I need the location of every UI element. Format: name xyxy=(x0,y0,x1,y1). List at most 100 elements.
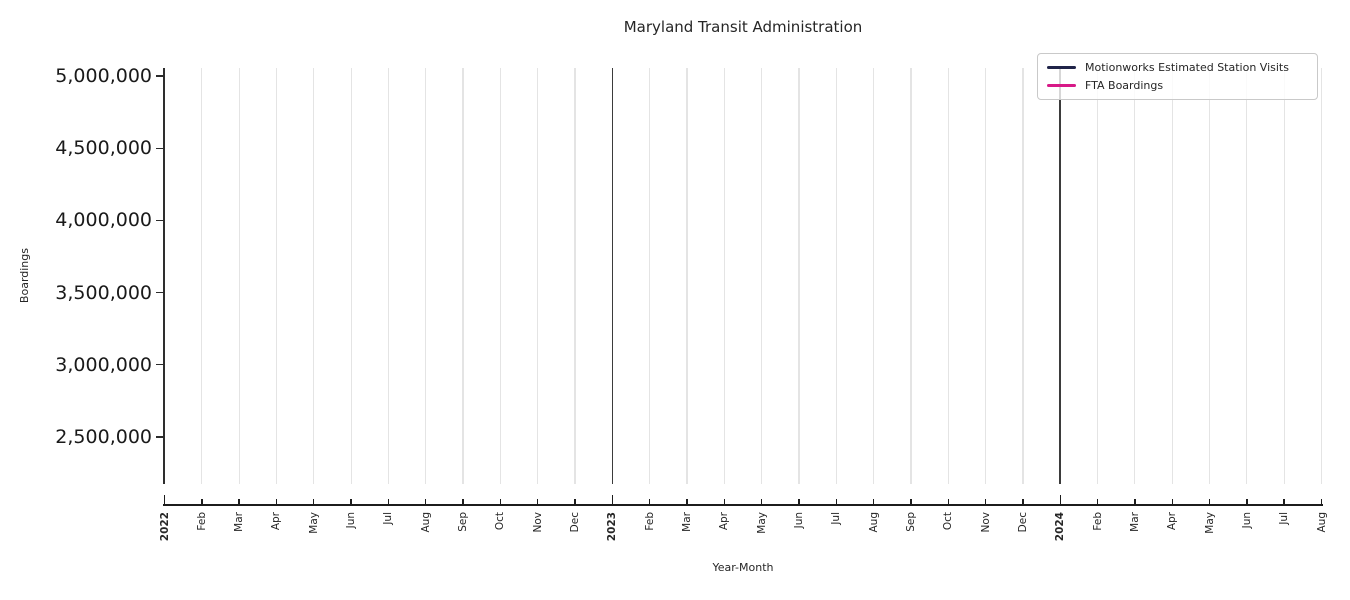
x-tick xyxy=(201,498,203,504)
x-tick-label: Sep xyxy=(457,512,470,532)
x-tick-label: Nov xyxy=(979,512,992,533)
y-axis-spine xyxy=(163,68,165,484)
gridline xyxy=(238,68,240,484)
x-tick xyxy=(1059,495,1061,504)
x-tick xyxy=(835,498,837,504)
gridline xyxy=(201,68,203,484)
x-tick-label: Jun xyxy=(792,512,805,529)
x-tick-label-wrap: Aug xyxy=(419,512,433,533)
x-tick-label: May xyxy=(755,512,768,534)
gridline xyxy=(1246,68,1248,484)
x-tick-label-wrap: May xyxy=(307,512,321,534)
x-tick-label: Sep xyxy=(904,512,917,532)
x-tick-label-wrap: Apr xyxy=(717,512,731,530)
x-tick xyxy=(686,498,688,504)
x-tick-label-wrap: Mar xyxy=(1128,512,1142,532)
x-tick xyxy=(499,498,502,504)
gridline xyxy=(462,68,464,484)
x-tick-label-wrap: Sep xyxy=(456,512,470,532)
x-tick-label-wrap: Nov xyxy=(979,512,993,533)
x-tick-label: May xyxy=(1203,512,1216,534)
x-tick-label-wrap: Dec xyxy=(1016,512,1030,532)
y-tick-label: 3,000,000 xyxy=(55,353,152,376)
x-tick xyxy=(1171,498,1173,504)
legend-item: FTA Boardings xyxy=(1047,79,1307,92)
x-tick-label: Mar xyxy=(681,512,694,532)
x-tick-label-wrap: Aug xyxy=(867,512,881,533)
x-tick xyxy=(387,498,390,504)
x-tick-label: Feb xyxy=(643,512,656,531)
x-tick-label-wrap: 2024 xyxy=(1053,512,1067,541)
x-tick-label: Oct xyxy=(494,512,507,531)
x-tick-label: Jun xyxy=(1240,512,1253,529)
x-tick xyxy=(537,498,539,504)
x-tick-label: Aug xyxy=(867,512,880,533)
x-tick-label: Mar xyxy=(233,512,246,532)
x-tick-label: Jul xyxy=(382,512,395,525)
x-tick xyxy=(1096,498,1099,504)
gridline xyxy=(275,68,278,484)
gridline xyxy=(873,68,875,484)
x-tick-label-wrap: Jun xyxy=(344,512,358,528)
x-tick xyxy=(1283,498,1285,504)
x-tick-label: Jul xyxy=(1278,512,1291,525)
x-tick-label: Apr xyxy=(718,512,731,531)
gridline xyxy=(798,68,800,484)
x-tick-label-wrap: Oct xyxy=(941,512,955,530)
x-tick-label: Feb xyxy=(195,512,208,531)
gridline xyxy=(1320,68,1323,484)
x-tick xyxy=(350,498,352,504)
x-tick-label-wrap: Mar xyxy=(680,512,694,532)
x-tick xyxy=(798,498,800,504)
x-tick-label: Apr xyxy=(270,512,283,531)
y-tick xyxy=(156,364,164,366)
x-tick-label: Jul xyxy=(830,512,843,525)
x-tick-label-year: 2023 xyxy=(606,512,619,542)
x-tick-label-wrap: Aug xyxy=(1315,512,1329,533)
x-tick-label-wrap: May xyxy=(1203,512,1217,534)
gridline xyxy=(686,68,688,484)
x-tick-label-wrap: Jul xyxy=(829,512,843,525)
y-tick-label: 4,500,000 xyxy=(55,137,152,160)
year-divider-line xyxy=(611,68,614,484)
gridline xyxy=(537,68,539,484)
x-tick-label-wrap: Apr xyxy=(1165,512,1179,530)
x-axis-label: Year-Month xyxy=(712,561,774,574)
y-axis-label-wrap: Boardings xyxy=(16,68,32,484)
gridline xyxy=(350,68,352,484)
x-tick xyxy=(574,498,576,504)
x-tick-label: Dec xyxy=(1016,512,1029,533)
x-tick xyxy=(425,498,427,504)
x-tick-label-wrap: Apr xyxy=(269,512,283,530)
x-tick-label-wrap: Jul xyxy=(381,512,395,525)
x-tick xyxy=(910,498,912,504)
x-tick-label: May xyxy=(307,512,320,534)
x-tick-label-wrap: Nov xyxy=(531,512,545,533)
x-tick xyxy=(872,498,875,504)
y-tick-label: 2,500,000 xyxy=(55,426,152,448)
x-tick-label: Jun xyxy=(345,512,358,529)
y-tick xyxy=(156,147,164,149)
x-tick-label-wrap: 2023 xyxy=(605,512,619,541)
legend-label: Motionworks Estimated Station Visits xyxy=(1085,61,1289,74)
x-tick-label-wrap: Sep xyxy=(904,512,918,532)
gridline xyxy=(761,68,763,484)
legend-label: FTA Boardings xyxy=(1085,79,1164,92)
y-tick xyxy=(156,291,164,294)
gridline xyxy=(1208,68,1211,484)
y-tick-label: 4,000,000 xyxy=(55,209,152,232)
x-tick xyxy=(611,495,614,504)
x-tick xyxy=(760,498,763,504)
y-tick-label: 5,000,000 xyxy=(55,65,152,87)
gridline xyxy=(499,68,501,484)
x-tick-label-wrap: 2022 xyxy=(158,512,172,541)
x-tick-label: Apr xyxy=(1166,512,1179,531)
x-tick xyxy=(1022,498,1024,504)
x-tick xyxy=(1246,498,1248,504)
x-tick-label-year: 2022 xyxy=(158,512,171,542)
x-tick xyxy=(984,498,987,504)
gridline xyxy=(984,68,987,484)
y-tick xyxy=(156,219,164,222)
year-divider-line xyxy=(1059,68,1062,484)
